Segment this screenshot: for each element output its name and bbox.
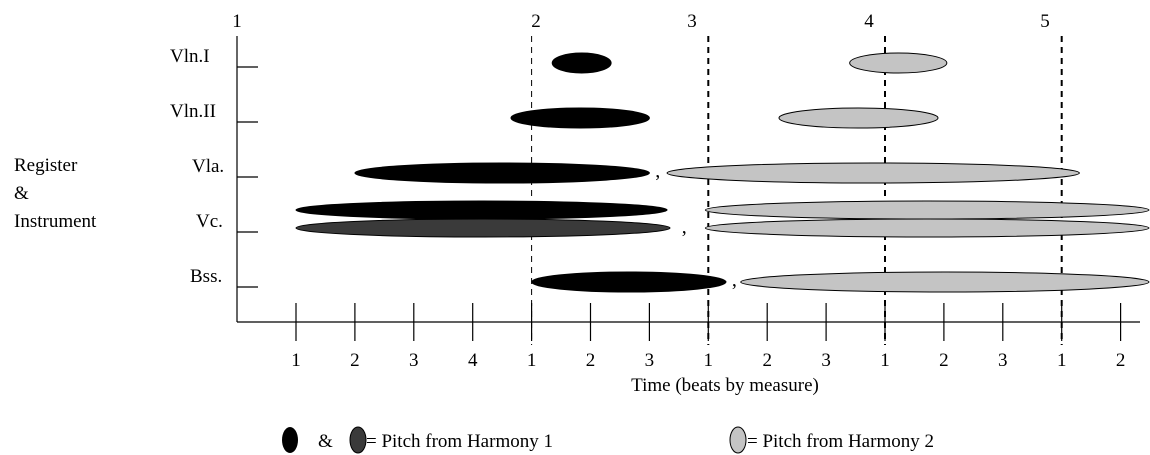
beat-label-3: 4: [468, 350, 478, 371]
measure-number-2: 2: [531, 11, 541, 32]
beat-label-2: 3: [409, 350, 419, 371]
beat-label-11: 2: [939, 350, 949, 371]
note-vc-h1-7: [295, 218, 671, 238]
instrument-label-vla: Vla.: [192, 156, 224, 177]
note-vla-h2-5: [666, 162, 1080, 184]
y-axis-label-ampersand: &: [14, 183, 29, 204]
instrument-label-vc: Vc.: [196, 211, 223, 232]
note-vlni-h1-0: [551, 52, 612, 74]
note-vc-h2-9: [704, 218, 1150, 238]
legend-label-harmony1: = Pitch from Harmony 1: [366, 431, 553, 452]
instrument-label-vln-i: Vln.I: [170, 46, 210, 67]
beat-label-8: 2: [762, 350, 772, 371]
legend-swatch-harmony1-alt: [349, 426, 367, 454]
note-vlnii-h1-2: [510, 107, 650, 129]
beat-label-9: 3: [821, 350, 831, 371]
comma-2: ,: [732, 269, 737, 291]
legend: & = Pitch from Harmony 1 = Pitch from Ha…: [282, 426, 934, 454]
note-vc-h1-6: [295, 200, 668, 220]
comma-1: ,: [682, 216, 687, 238]
legend-ampersand: &: [318, 431, 333, 452]
beat-label-6: 3: [645, 350, 655, 371]
note-vlni-h2-1: [849, 52, 948, 74]
beat-label-14: 2: [1116, 350, 1126, 371]
note-vc-h2-8: [704, 200, 1150, 220]
measure-number-4: 4: [864, 11, 874, 32]
y-axis-label-register: Register: [14, 155, 78, 176]
breath-commas: ,,,: [655, 160, 737, 291]
beat-label-1: 2: [350, 350, 360, 371]
y-axis-label-instrument: Instrument: [14, 211, 97, 232]
legend-swatch-harmony2: [729, 426, 747, 454]
beat-label-4: 1: [527, 350, 537, 371]
x-axis-label: Time (beats by measure): [631, 375, 819, 396]
instrument-label-vln-ii: Vln.II: [170, 101, 216, 122]
beat-ticks: 1 2 3 4 1 2 3 1 2 3 1 2 3 1 2: [291, 303, 1125, 371]
measure-number-1: 1: [232, 11, 242, 32]
pitch-ellipses: [295, 52, 1150, 293]
note-vla-h1-4: [354, 162, 650, 184]
instrument-label-bss: Bss.: [190, 266, 222, 287]
legend-swatch-harmony1: [282, 427, 298, 453]
beat-label-10: 1: [880, 350, 890, 371]
beat-label-5: 2: [586, 350, 596, 371]
beat-label-13: 1: [1057, 350, 1067, 371]
note-bss-h2-11: [740, 271, 1150, 293]
note-vlnii-h2-3: [778, 107, 939, 129]
note-bss-h1-10: [531, 271, 727, 293]
measure-number-5: 5: [1040, 11, 1050, 32]
measure-number-3: 3: [687, 11, 697, 32]
beat-label-7: 1: [704, 350, 714, 371]
comma-0: ,: [655, 160, 660, 182]
beat-label-12: 3: [998, 350, 1008, 371]
beat-label-0: 1: [291, 350, 301, 371]
legend-label-harmony2: = Pitch from Harmony 2: [747, 431, 934, 452]
measure-barlines: [531, 36, 1063, 345]
